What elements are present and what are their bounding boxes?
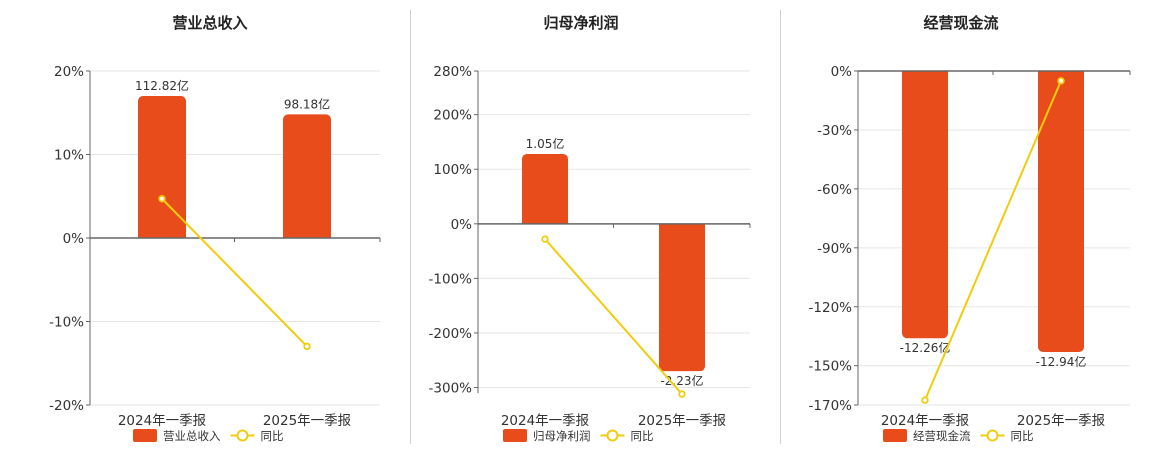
y-tick-label: 200%: [433, 108, 472, 124]
legend-bar-label: 经营现金流: [913, 429, 971, 443]
bar-base: [138, 232, 186, 238]
chart-title: 营业总收入: [172, 14, 247, 32]
x-tick-label: 2025年一季报: [1017, 413, 1105, 429]
yoy-point: [678, 390, 686, 398]
legend-line-marker: [986, 429, 999, 442]
x-tick-label: 2025年一季报: [638, 413, 726, 429]
legend-line-marker: [236, 429, 249, 442]
bar-data-label: -12.26亿: [900, 340, 951, 355]
y-tick-label: -90%: [817, 241, 852, 257]
legend-line-marker: [606, 429, 619, 442]
bar: [902, 71, 948, 339]
x-tick-label: 2025年一季报: [263, 413, 351, 429]
y-tick-label: 100%: [433, 162, 472, 178]
y-tick-label: -20%: [49, 398, 84, 414]
legend-bar-swatch: [133, 429, 157, 442]
net-profit-chart-panel: 归母净利润 280% 200% 100% 0% -100% -200% -300% 1.05亿 -…: [411, 0, 781, 450]
legend-line-label: 同比: [631, 429, 654, 443]
bar: [522, 153, 568, 224]
y-tick-label: 0%: [63, 231, 85, 247]
x-tick-label: 2024年一季报: [881, 413, 969, 429]
bar: [659, 223, 705, 372]
bar-data-label: -12.94亿: [1036, 354, 1087, 369]
chart-title: 经营现金流: [923, 14, 998, 32]
y-tick-label: 10%: [54, 148, 84, 164]
y-tick-label: 280%: [433, 64, 472, 80]
yoy-point: [541, 235, 549, 243]
x-tick-label: 2024年一季报: [118, 413, 206, 429]
yoy-line: [924, 80, 1062, 401]
bar-data-label: 98.18亿: [284, 96, 330, 111]
bar: [138, 96, 186, 238]
y-tick-label: -170%: [809, 398, 853, 414]
y-tick-label: -60%: [817, 182, 852, 198]
bar-base: [902, 71, 948, 77]
y-tick-label: -30%: [817, 123, 852, 139]
bar-data-label: -2.23亿: [660, 373, 703, 388]
bar-data-label: 1.05亿: [526, 136, 565, 151]
legend-bar-swatch: [503, 429, 527, 442]
bar-base: [283, 232, 331, 238]
y-tick-label: 20%: [54, 64, 84, 80]
bar-base: [522, 217, 568, 224]
cashflow-chart-panel: 经营现金流 0% -30% -60% -90% -120% -150% -170% -12.26…: [781, 0, 1160, 450]
revenue-chart-panel: 营业总收入 20% 10% 0% -10% -20% 112.82亿 98.18亿 2024年一…: [0, 0, 410, 450]
y-tick-label: 0%: [831, 64, 853, 80]
legend-line-label: 同比: [1011, 429, 1034, 443]
yoy-point: [158, 195, 166, 203]
net-profit-chart: 归母净利润 280% 200% 100% 0% -100% -200% -300% 1.05亿 -…: [429, 14, 751, 443]
yoy-point: [303, 342, 311, 351]
y-tick-label: -100%: [429, 271, 473, 287]
y-tick-label: -200%: [429, 326, 473, 342]
yoy-line: [161, 198, 308, 348]
cashflow-chart: 经营现金流 0% -30% -60% -90% -120% -150% -170% -12.26…: [809, 14, 1131, 443]
bar: [283, 114, 331, 238]
bar-data-label: 112.82亿: [135, 78, 189, 93]
y-tick-label: -150%: [809, 359, 853, 375]
y-tick-label: 0%: [451, 217, 473, 233]
bar-base: [659, 223, 705, 230]
bar-base: [1038, 71, 1084, 77]
legend-bar-swatch: [883, 429, 907, 442]
x-tick-label: 2024年一季报: [501, 413, 589, 429]
legend-bar-label: 归母净利润: [533, 429, 591, 443]
yoy-point: [921, 396, 929, 404]
y-tick-label: -120%: [809, 300, 853, 316]
yoy-line: [544, 238, 683, 395]
y-tick-label: -300%: [429, 381, 473, 397]
divider-2: [780, 10, 781, 444]
chart-title: 归母净利润: [543, 14, 618, 32]
divider-1: [410, 10, 411, 444]
legend-line-label: 同比: [261, 429, 284, 443]
revenue-chart: 营业总收入 20% 10% 0% -10% -20% 112.82亿 98.18亿 2024年一…: [49, 14, 381, 443]
yoy-point: [1057, 77, 1065, 85]
legend-bar-label: 营业总收入: [163, 429, 221, 443]
y-tick-label: -10%: [49, 315, 84, 331]
bar: [1038, 71, 1084, 352]
